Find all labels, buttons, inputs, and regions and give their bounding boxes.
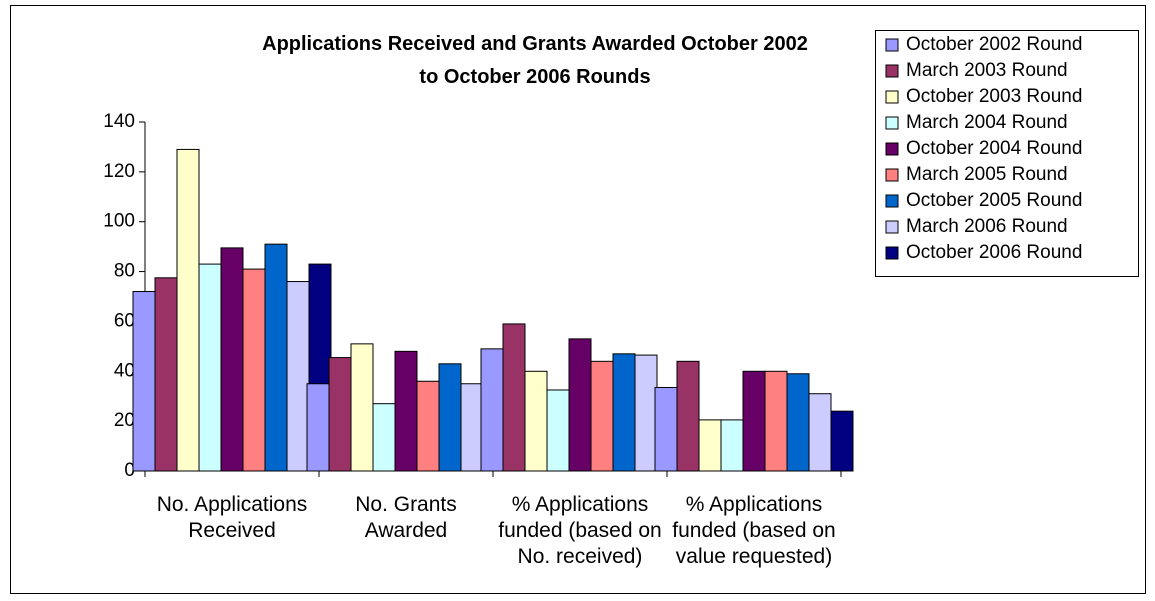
- legend-label: October 2003 Round: [906, 86, 1082, 107]
- bar: [350, 343, 374, 472]
- bar: [372, 403, 396, 472]
- bar: [590, 360, 614, 472]
- legend-swatch: [885, 168, 899, 182]
- legend-box: [875, 30, 1139, 277]
- x-tick-label: % Applications funded (based on value re…: [672, 493, 836, 568]
- bar: [460, 383, 484, 472]
- bar: [438, 363, 462, 472]
- bar: [502, 323, 526, 472]
- legend-label: October 2004 Round: [906, 138, 1082, 159]
- legend-label: March 2004 Round: [906, 112, 1068, 133]
- y-tick-label: 0: [124, 460, 135, 481]
- bar: [286, 281, 310, 472]
- bar: [830, 410, 854, 472]
- bar: [524, 370, 548, 472]
- x-tick-label: No. Applications Received: [156, 493, 308, 542]
- bar: [176, 148, 200, 472]
- legend-swatch: [885, 116, 899, 130]
- bar: [154, 277, 178, 472]
- y-tick-label: 80: [114, 261, 135, 282]
- legend-label: October 2005 Round: [906, 190, 1082, 211]
- bar: [634, 354, 658, 472]
- y-tick-label: 60: [114, 310, 135, 331]
- bar: [568, 338, 592, 472]
- bar: [242, 268, 266, 472]
- bar: [698, 419, 722, 472]
- bar: [546, 389, 570, 472]
- legend-label: October 2006 Round: [906, 242, 1082, 263]
- legend-swatch: [885, 142, 899, 156]
- legend-label: March 2006 Round: [906, 216, 1068, 237]
- legend-label: October 2002 Round: [906, 34, 1082, 55]
- bar: [720, 419, 744, 472]
- legend-swatch: [885, 220, 899, 234]
- y-tick-label: 100: [103, 211, 135, 232]
- legend-swatch: [885, 194, 899, 208]
- y-tick-label: 120: [103, 161, 135, 182]
- bar: [764, 370, 788, 472]
- x-tick-label: % Applications funded (based on No. rece…: [498, 493, 662, 568]
- chart-title: Applications Received and Grants Awarded…: [262, 33, 808, 88]
- bar: [220, 247, 244, 472]
- bar: [306, 383, 330, 472]
- legend-label: March 2005 Round: [906, 164, 1068, 185]
- bar: [132, 291, 156, 472]
- bar: [264, 243, 288, 472]
- bar: [198, 263, 222, 472]
- bar: [808, 393, 832, 472]
- legend-swatch: [885, 38, 899, 52]
- y-tick-label: 20: [114, 410, 135, 431]
- bar: [612, 353, 636, 472]
- bar: [416, 380, 440, 472]
- y-tick-label: 40: [114, 360, 135, 381]
- legend-swatch: [885, 64, 899, 78]
- bar: [328, 357, 352, 472]
- bar: [654, 386, 678, 472]
- bar: [676, 360, 700, 472]
- bar: [786, 373, 810, 472]
- bar: [742, 370, 766, 472]
- y-tick-label: 140: [103, 111, 135, 132]
- bar: [394, 350, 418, 472]
- legend-label: March 2003 Round: [906, 60, 1068, 81]
- legend-swatch: [885, 246, 899, 260]
- bar: [480, 348, 504, 472]
- legend-swatch: [885, 90, 899, 104]
- x-tick-label: No. Grants Awarded: [355, 493, 457, 542]
